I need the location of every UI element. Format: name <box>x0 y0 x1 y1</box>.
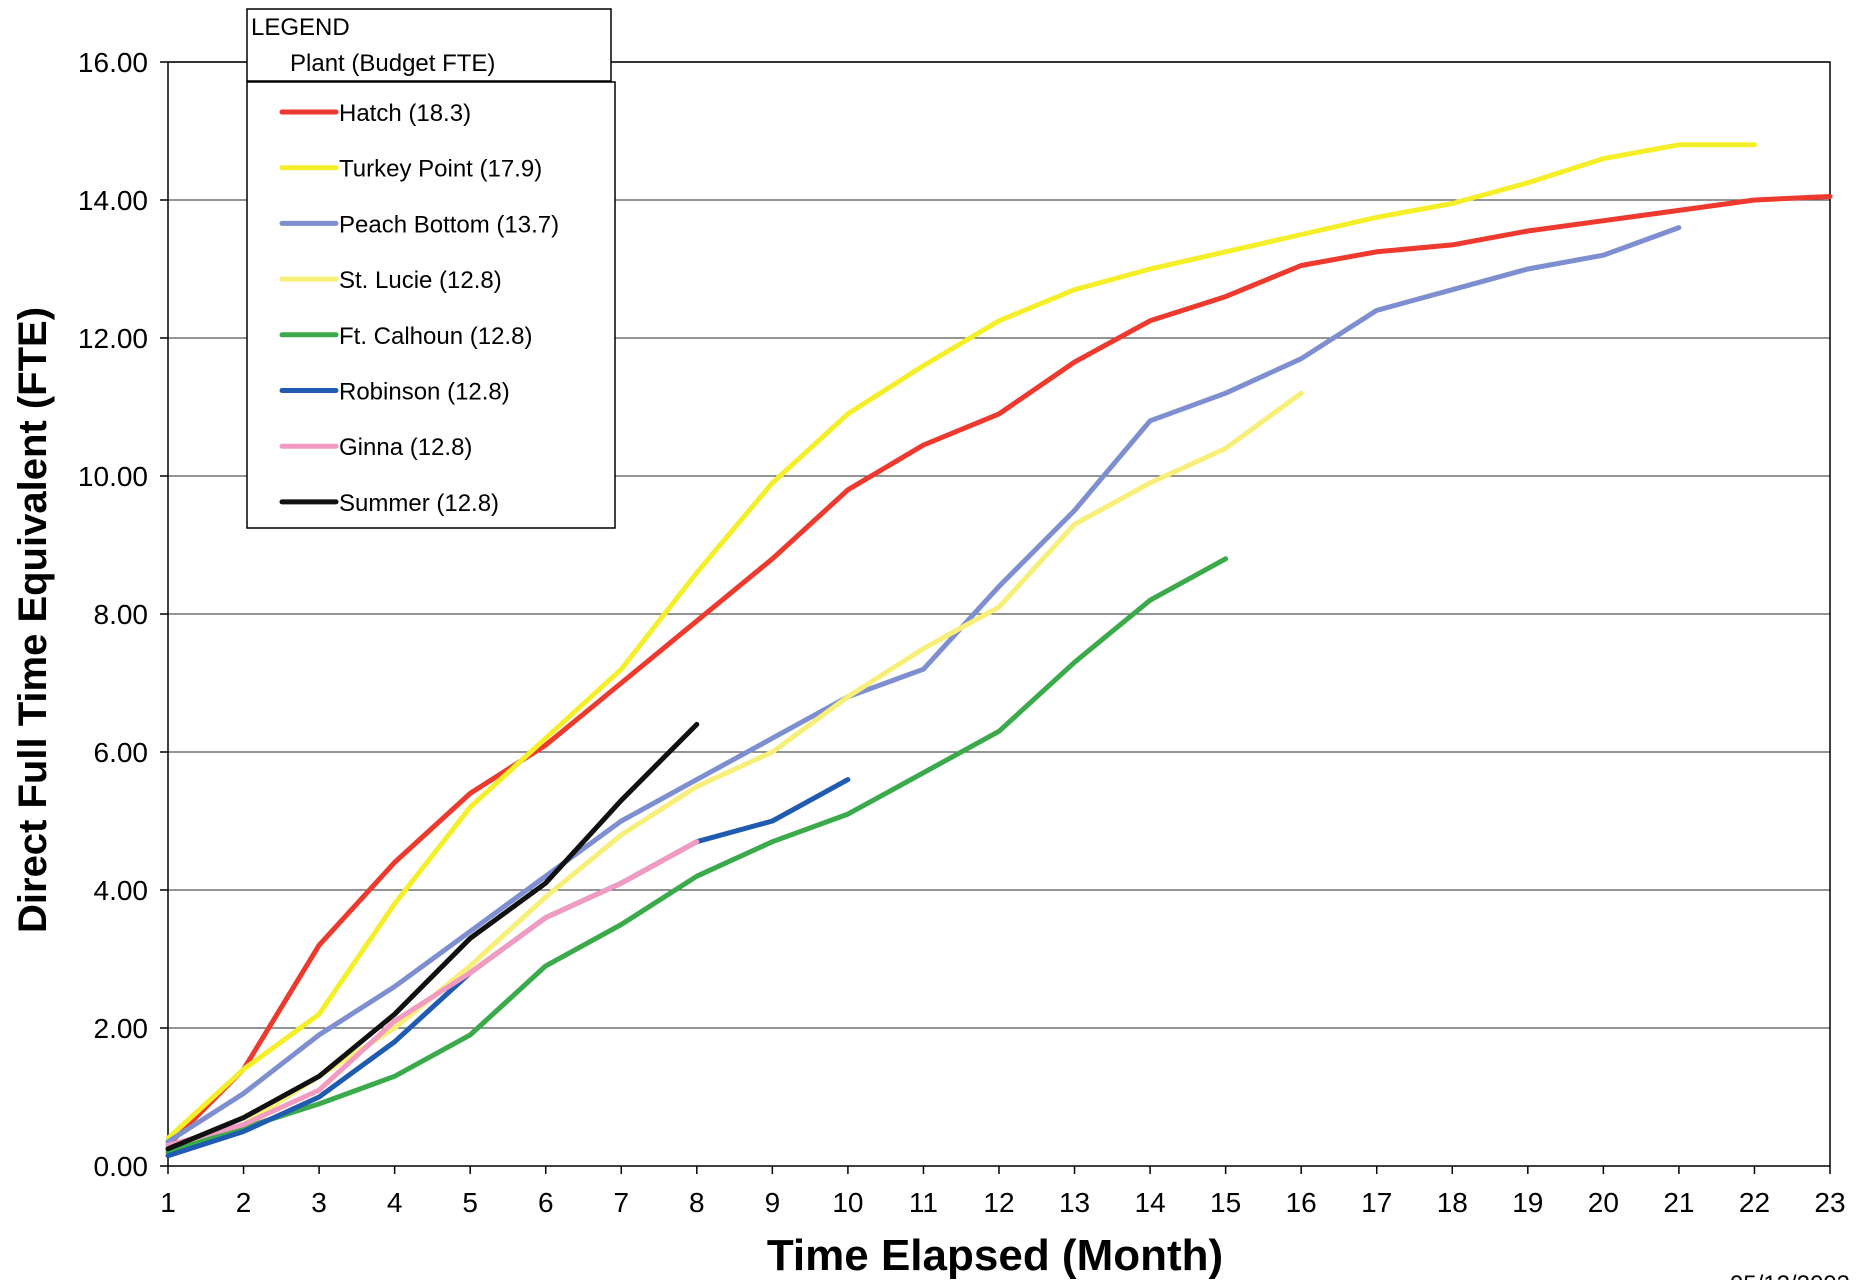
x-tick-label: 16 <box>1286 1187 1317 1218</box>
series-line-robinson <box>165 777 851 1159</box>
x-tick-label: 11 <box>909 1187 938 1218</box>
x-axis-title: Time Elapsed (Month) <box>767 1231 1223 1280</box>
legend-label-ft-calhoun: Ft. Calhoun (12.8) <box>339 323 532 350</box>
series-line-summer <box>165 721 700 1152</box>
y-tick-label: 0.00 <box>94 1151 149 1182</box>
x-tick-label: 9 <box>765 1187 781 1218</box>
x-tick-label: 17 <box>1361 1187 1392 1218</box>
y-tick-label: 6.00 <box>94 737 149 768</box>
y-tick-label: 8.00 <box>94 599 149 630</box>
x-tick-label: 20 <box>1588 1187 1619 1218</box>
x-tick-label: 8 <box>689 1187 705 1218</box>
legend-label-ginna: Ginna (12.8) <box>339 434 472 461</box>
x-tick-label: 14 <box>1135 1187 1166 1218</box>
y-tick-label: 14.00 <box>78 185 148 216</box>
legend-label-turkey-point: Turkey Point (17.9) <box>339 156 542 183</box>
legend: LEGEND Plant (Budget FTE) Hatch (18.3) Tu… <box>246 8 616 529</box>
x-tick-label: 3 <box>311 1187 327 1218</box>
legend-title: LEGEND <box>251 14 350 41</box>
legend-entries-box <box>246 81 616 529</box>
series-lines <box>165 142 1833 1159</box>
legend-label-peach-bottom: Peach Bottom (13.7) <box>339 211 559 238</box>
legend-title-box <box>246 8 612 82</box>
legend-label-st-lucie: St. Lucie (12.8) <box>339 267 502 294</box>
legend-entries: Hatch (18.3) Turkey Point (17.9) Peach Bot… <box>279 100 559 517</box>
y-tick-label: 10.00 <box>78 461 148 492</box>
legend-label-robinson: Robinson (12.8) <box>339 379 510 406</box>
series-line-st-lucie <box>165 390 1304 1152</box>
series-line-turkey-point <box>165 142 1757 1141</box>
x-tick-label: 1 <box>160 1187 176 1218</box>
y-tick-label: 2.00 <box>94 1013 149 1044</box>
y-axis-title: Direct Full Time Equivalent (FTE) <box>11 307 55 933</box>
x-tick-label: 7 <box>613 1187 629 1218</box>
y-tick-label: 16.00 <box>78 47 148 78</box>
x-tick-label: 12 <box>983 1187 1014 1218</box>
x-tick-label: 21 <box>1663 1187 1694 1218</box>
series-line-hatch <box>165 194 1833 1148</box>
x-tick-label: 15 <box>1210 1187 1241 1218</box>
x-tick-label: 22 <box>1739 1187 1770 1218</box>
x-tick-label: 13 <box>1059 1187 1090 1218</box>
legend-label-summer: Summer (12.8) <box>339 490 499 517</box>
y-tick-label: 4.00 <box>94 875 149 906</box>
x-tick-label: 2 <box>236 1187 252 1218</box>
x-tick-label: 6 <box>538 1187 554 1218</box>
series-line-ft-calhoun <box>165 556 1229 1155</box>
y-tick-label: 12.00 <box>78 323 148 354</box>
x-tick-label: 5 <box>462 1187 478 1218</box>
x-tick-label: 4 <box>387 1187 403 1218</box>
y-axis-ticks: 0.00 2.00 4.00 6.00 8.00 10.00 12.00 14.00 16.00 <box>78 47 168 1182</box>
x-axis-ticks: 1 2 3 4 5 6 7 8 9 10 11 12 13 14 15 16 17 18 19 20 21 22 23 <box>160 1166 1846 1218</box>
series-line-peach-bottom <box>165 225 1682 1145</box>
footer-date: 05/12/2003 <box>1730 1271 1850 1280</box>
x-tick-label: 19 <box>1512 1187 1543 1218</box>
x-tick-label: 23 <box>1814 1187 1845 1218</box>
legend-label-hatch: Hatch (18.3) <box>339 100 471 127</box>
series-line-ginna <box>165 839 700 1148</box>
x-tick-label: 18 <box>1437 1187 1468 1218</box>
x-tick-label: 10 <box>832 1187 863 1218</box>
legend-subtitle: Plant (Budget FTE) <box>290 50 495 77</box>
